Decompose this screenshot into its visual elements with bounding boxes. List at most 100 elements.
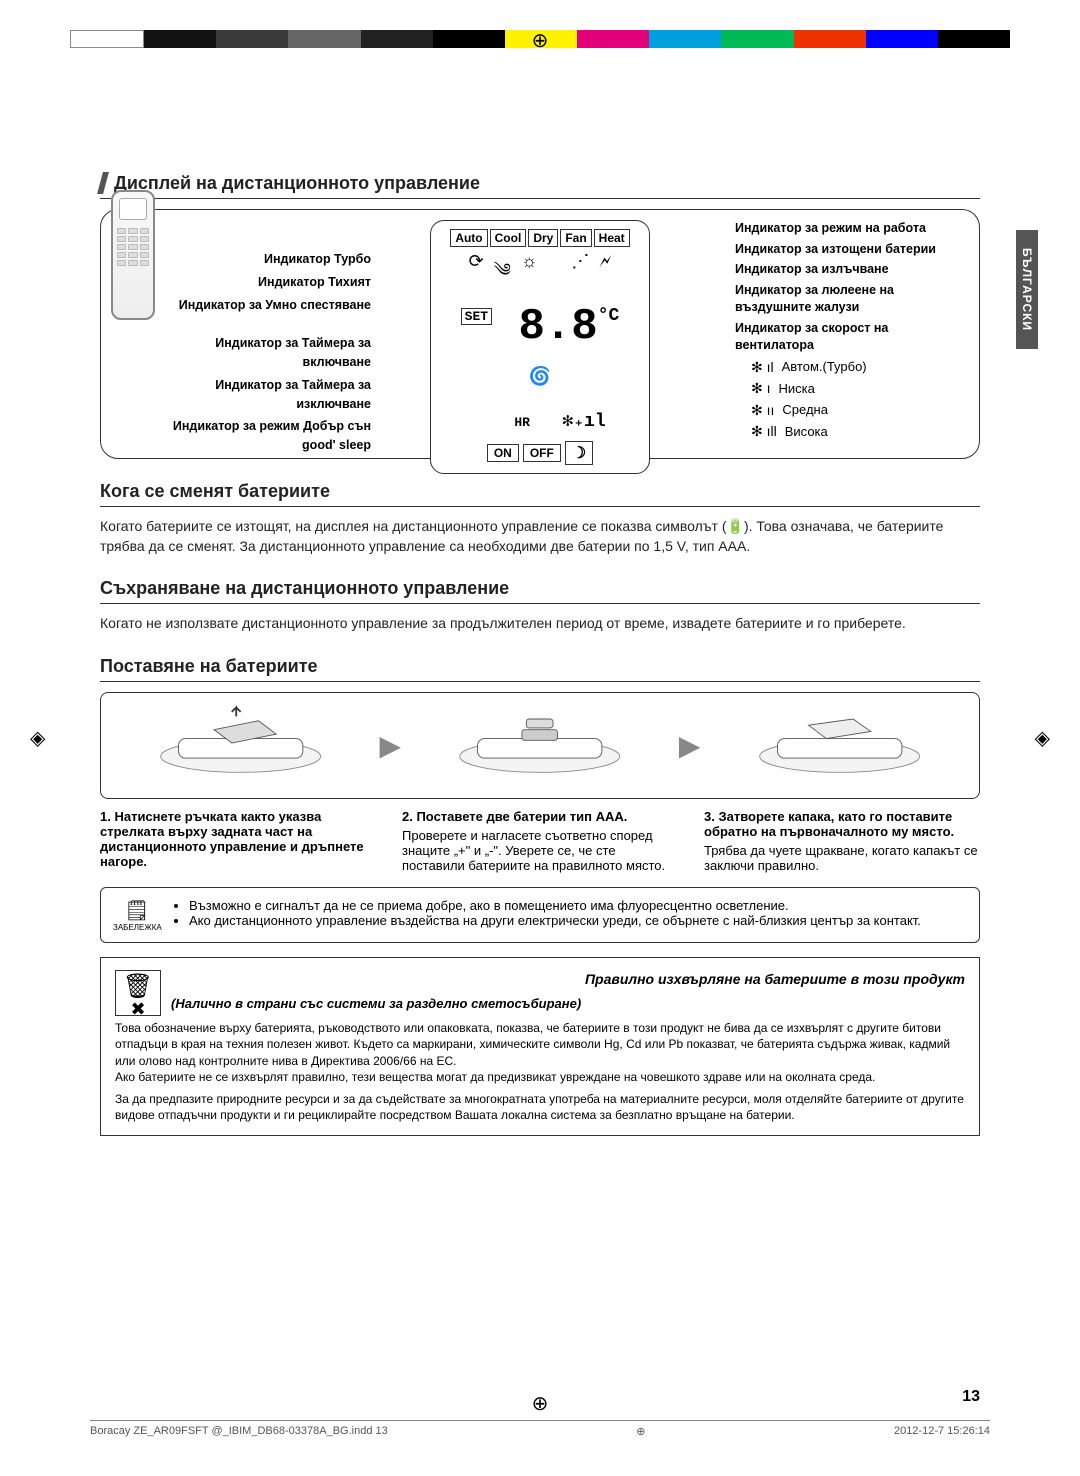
battery-panel-2 bbox=[410, 703, 669, 788]
right-indicator-labels: Индикатор за режим на работа Индикатор з… bbox=[735, 220, 965, 445]
note-bullet-2: Ако дистанционното управление въздейства… bbox=[189, 913, 921, 928]
section-insert-title: Поставяне на батериите bbox=[100, 656, 980, 682]
section-display-title: Дисплей на дистанционното управление bbox=[100, 172, 980, 199]
fan-high-label: Висока bbox=[785, 423, 828, 441]
title-text: Поставяне на батериите bbox=[100, 656, 318, 677]
lcd-digits: SET 8.8°C 🌀 HR ✻₊ıl bbox=[439, 305, 641, 437]
remote-illustration bbox=[111, 190, 155, 320]
title-text: Кога се сменят батериите bbox=[100, 481, 330, 502]
disposal-heading-2: (Налично в страни със системи за разделн… bbox=[115, 995, 965, 1013]
label-timer-on: Индикатор за Таймера за включване bbox=[171, 334, 371, 372]
disposal-p2: Ако батериите не се изхвърлят правилно, … bbox=[115, 1069, 965, 1085]
registration-mark-icon: ◈ bbox=[1035, 726, 1050, 751]
fan-speed-list: ✻ ıl Автом.(Турбо) ✻ ı Ниска ✻ ıı Средна ✻ … bbox=[751, 358, 965, 442]
celsius-label: °C bbox=[598, 306, 620, 326]
battery-panel-3 bbox=[710, 703, 969, 788]
section-store-title: Съхраняване на дистанционното управление bbox=[100, 578, 980, 604]
lcd-screen: Auto Cool Dry Fan Heat ⟳ ༄ ☼ ⋰ 🗲 SET 8.8… bbox=[430, 220, 650, 474]
lcd-icon-row: ⟳ ༄ ☼ ⋰ 🗲 bbox=[439, 251, 641, 301]
step-1: 1. Натиснете ръчката както указва стрелк… bbox=[100, 809, 376, 873]
step-3: 3. Затворете капака, като го поставите о… bbox=[704, 809, 980, 873]
fan-icon: ✻₊ıl bbox=[562, 412, 605, 432]
page-content: БЪЛГАРСКИ Дисплей на дистанционното упра… bbox=[100, 150, 980, 1356]
label-quiet: Индикатор Тихият bbox=[171, 273, 371, 292]
disposal-p3: За да предпазите природните ресурси и за… bbox=[115, 1091, 965, 1123]
label-mode-indicator: Индикатор за режим на работа bbox=[735, 220, 965, 238]
display-diagram: Индикатор Турбо Индикатор Тихият Индикат… bbox=[100, 209, 980, 459]
note-icon: 🗒ЗАБЕЛЕЖКА bbox=[113, 898, 161, 932]
step3-body: Трябва да чуете щракване, когато капакът… bbox=[704, 843, 980, 873]
fan-mid-icon: ✻ ıı bbox=[751, 401, 774, 421]
title-text: Съхраняване на дистанционното управление bbox=[100, 578, 509, 599]
label-transmit-indicator: Индикатор за излъчване bbox=[735, 261, 965, 279]
step2-title: 2. Поставете две батерии тип AAA. bbox=[402, 809, 678, 824]
label-timer-off: Индикатор за Таймера за изключване bbox=[171, 376, 371, 414]
recycle-bin-icon: 🗑✖ bbox=[115, 970, 161, 1016]
label-good-sleep: Индикатор за режим Добър сън good' sleep bbox=[171, 417, 371, 455]
fan-auto-icon: ✻ ıl bbox=[751, 358, 774, 378]
step3-title: 3. Затворете капака, като го поставите о… bbox=[704, 809, 980, 839]
title-text: Дисплей на дистанционното управление bbox=[114, 173, 480, 194]
mode-cool: Cool bbox=[490, 229, 527, 247]
set-label: SET bbox=[461, 308, 492, 325]
disposal-box: 🗑✖ Правилно изхвърляне на батериите в то… bbox=[100, 957, 980, 1137]
swing-icon: 🌀 bbox=[529, 368, 551, 388]
fan-auto-label: Автом.(Турбо) bbox=[782, 358, 867, 376]
label-swing-indicator: Индикатор за люлеене на въздушните жалуз… bbox=[735, 282, 965, 317]
step-2: 2. Поставете две батерии тип AAA. Провер… bbox=[402, 809, 678, 873]
page-number: 13 bbox=[962, 1388, 980, 1406]
footer-filename: Boracay ZE_AR09FSFT @_IBIM_DB68-03378A_B… bbox=[90, 1425, 388, 1438]
step1-title: 1. Натиснете ръчката както указва стрелк… bbox=[100, 809, 376, 869]
label-turbo: Индикатор Турбо bbox=[171, 250, 371, 269]
print-footer: Boracay ZE_AR09FSFT @_IBIM_DB68-03378A_B… bbox=[90, 1420, 990, 1438]
on-label: ON bbox=[487, 444, 519, 462]
fan-high-icon: ✻ ıll bbox=[751, 422, 777, 442]
turbo-icon: ⟳ bbox=[469, 251, 484, 301]
digit-display: 8.8 bbox=[518, 302, 597, 352]
mode-heat: Heat bbox=[594, 229, 630, 247]
note-label: ЗАБЕЛЕЖКА bbox=[113, 923, 161, 932]
hr-label: HR bbox=[514, 415, 530, 430]
registration-mark-icon: ⊕ bbox=[532, 1391, 549, 1416]
signal-icon: ⋰ bbox=[571, 251, 589, 301]
fan-low-label: Ниска bbox=[779, 380, 815, 398]
label-smart-saving: Индикатор за Умно спестяване bbox=[171, 296, 371, 315]
eco-icon: ☼ bbox=[521, 251, 538, 301]
mode-auto: Auto bbox=[450, 229, 487, 247]
left-indicator-labels: Индикатор Турбо Индикатор Тихият Индикат… bbox=[171, 250, 371, 459]
on-off-row: ON OFF ☽ bbox=[439, 441, 641, 465]
step2-body: Проверете и нагласете съответно според з… bbox=[402, 828, 678, 873]
battery-panel-1 bbox=[111, 703, 370, 788]
section-when-title: Кога се сменят батериите bbox=[100, 481, 980, 507]
mode-dry: Dry bbox=[528, 229, 558, 247]
registration-mark-icon: ⊕ bbox=[532, 28, 549, 53]
registration-mark-icon: ⊕ bbox=[636, 1425, 645, 1438]
label-battery-indicator: Индикатор за изтощени батерии bbox=[735, 241, 965, 259]
remote-step2-icon bbox=[410, 703, 669, 783]
fan-mid-label: Средна bbox=[782, 401, 828, 419]
arrow-icon: ▶ bbox=[370, 729, 410, 762]
note-box: 🗒ЗАБЕЛЕЖКА Възможно е сигналът да не се … bbox=[100, 887, 980, 943]
mode-row: Auto Cool Dry Fan Heat bbox=[439, 229, 641, 247]
label-fan-speed: Индикатор за скорост на вентилатора bbox=[735, 320, 965, 355]
arrow-icon: ▶ bbox=[670, 729, 710, 762]
footer-date: 2012-12-7 15:26:14 bbox=[894, 1425, 990, 1438]
registration-mark-icon: ◈ bbox=[30, 726, 45, 751]
quiet-icon: ༄ bbox=[494, 251, 511, 301]
remote-step1-icon bbox=[111, 703, 370, 783]
note-list: Възможно е сигналът да не се приема добр… bbox=[189, 898, 921, 932]
disposal-p1: Това обозначение върху батерията, ръково… bbox=[115, 1020, 965, 1069]
note-bullet-1: Възможно е сигналът да не се приема добр… bbox=[189, 898, 921, 913]
language-tab: БЪЛГАРСКИ bbox=[1016, 230, 1038, 349]
battery-steps: 1. Натиснете ръчката както указва стрелк… bbox=[100, 809, 980, 873]
battery-panels: ▶ ▶ bbox=[100, 692, 980, 799]
fan-low-icon: ✻ ı bbox=[751, 379, 771, 399]
sleep-icon: ☽ bbox=[565, 441, 593, 465]
remote-step3-icon bbox=[710, 703, 969, 783]
disposal-heading-1: Правилно изхвърляне на батериите в този … bbox=[115, 970, 965, 989]
battery-icon: 🗲 bbox=[599, 251, 611, 301]
mode-fan: Fan bbox=[560, 229, 591, 247]
store-body: Когато не използвате дистанционното упра… bbox=[100, 614, 980, 634]
off-label: OFF bbox=[523, 444, 561, 462]
when-body: Когато батериите се изтощят, на дисплея … bbox=[100, 517, 980, 556]
